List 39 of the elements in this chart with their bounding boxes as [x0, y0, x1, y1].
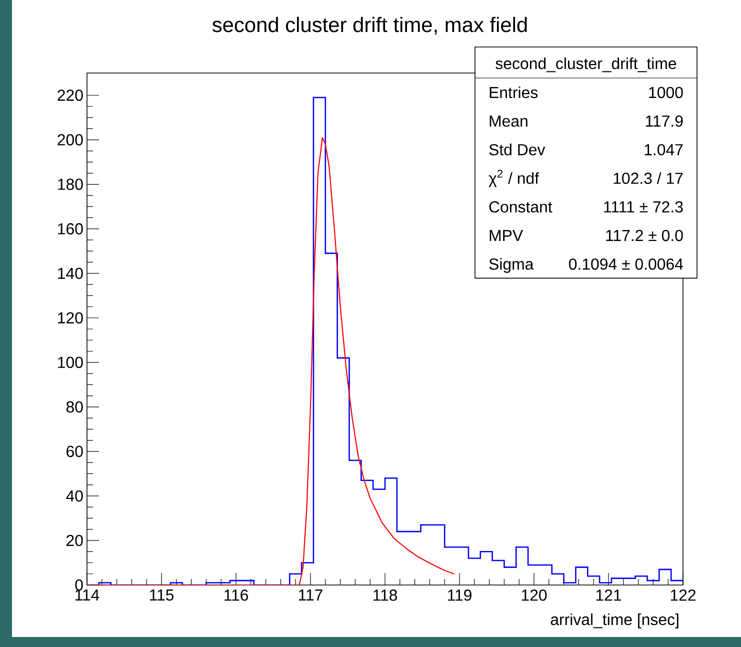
annotation: 1.047 [644, 144, 683, 156]
y-tick-label: 180 [58, 178, 83, 190]
x-tick-label: 120 [522, 590, 547, 601]
text: second_cluster_drift_time [496, 57, 676, 72]
annotation: Sigma [489, 258, 534, 273]
x-tick-label: 119 [448, 590, 472, 601]
y-tick-label: 80 [66, 401, 83, 413]
y-tick-label: 100 [58, 356, 83, 368]
y-tick-label: 20 [66, 534, 83, 546]
y-tick-label: 120 [58, 312, 83, 324]
annotation: Mean [490, 116, 528, 127]
annotation: 1111 ± 72.3 [604, 201, 683, 213]
annotation: 0.1094 ± 0.0064 [568, 258, 683, 270]
y-tick-label: 220 [58, 90, 83, 101]
y-tick-label: 40 [66, 490, 83, 502]
annotation: Std Dev [489, 144, 546, 156]
x-tick-label: 121 [596, 590, 622, 601]
x-tick-label: 114 [76, 590, 100, 600]
x-tick-label: 118 [374, 590, 398, 601]
y-tick-label: 160 [58, 223, 83, 234]
y-tick-label: 200 [58, 134, 83, 146]
annotation: Constant [489, 201, 552, 213]
line-series [87, 137, 455, 585]
annotation: MPV [490, 230, 523, 241]
chart-title: second cluster drift time, max field [212, 16, 527, 35]
x-tick-label: 122 [670, 590, 696, 601]
x-tick-label: 117 [299, 590, 322, 600]
x-axis-title: arrival_time [nsec] [550, 613, 678, 628]
annotation: Entries [490, 86, 538, 98]
annotation: χ$^{2}$ / ndf [488, 170, 540, 188]
x-tick-label: 116 [224, 590, 248, 601]
annotation: 102.3 / 17 [614, 172, 683, 184]
y-tick-label: 140 [58, 268, 83, 279]
annotation: 117.2 ± 0.0 [606, 230, 683, 242]
y-tick-label: 0 [75, 579, 83, 591]
annotation: 1000 [649, 86, 683, 98]
x-tick-label: 115 [150, 590, 174, 601]
annotation: 117.9 [646, 115, 683, 127]
y-tick-label: 60 [66, 446, 83, 458]
